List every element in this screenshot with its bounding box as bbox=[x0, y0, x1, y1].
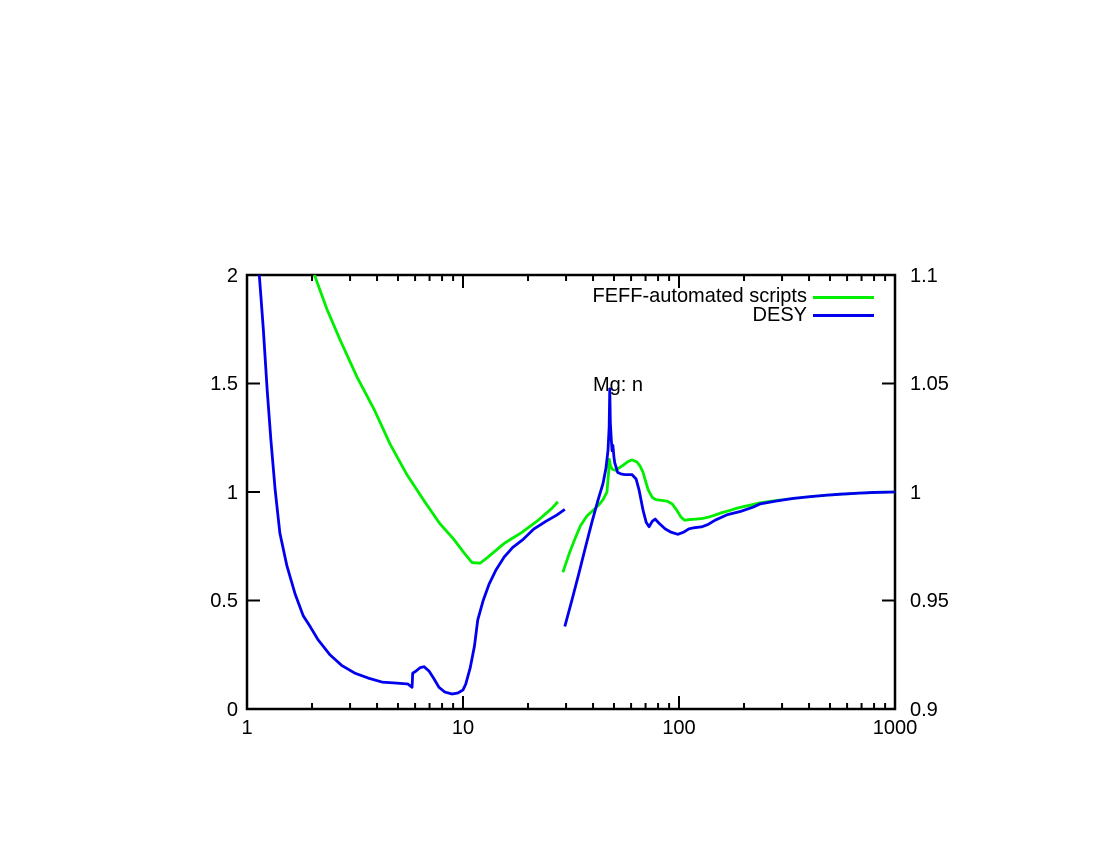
y-left-tick-label-1p5: 1.5 bbox=[210, 373, 238, 395]
legend-label-desy: DESY bbox=[752, 304, 807, 326]
y-right-tick-label-1: 1 bbox=[910, 482, 922, 504]
legend-sample-line-feff bbox=[813, 296, 874, 299]
x-tick-label-10: 10 bbox=[451, 717, 475, 739]
legend-sample-line-desy bbox=[813, 314, 874, 317]
y-left-tick-label-0p5: 0.5 bbox=[210, 590, 238, 612]
x-tick-label-100: 100 bbox=[662, 717, 696, 739]
y-right-tick-label-1p1: 1.1 bbox=[910, 265, 938, 287]
x-tick-label-1000: 1000 bbox=[872, 717, 918, 739]
x-tick-label-1: 1 bbox=[241, 717, 253, 739]
y-left-tick-label-0: 0 bbox=[226, 699, 238, 721]
y-right-tick-label-0p95: 0.95 bbox=[910, 590, 949, 612]
y-left-tick-label-2: 2 bbox=[226, 265, 238, 287]
legend-label-feff: FEFF-automated scripts bbox=[592, 285, 807, 307]
y-right-tick-label-1p05: 1.05 bbox=[910, 373, 949, 395]
chart-annotation: Mg: n bbox=[592, 374, 644, 396]
y-left-tick-label-1: 1 bbox=[226, 482, 238, 504]
y-right-tick-label-0p9: 0.9 bbox=[910, 699, 938, 721]
